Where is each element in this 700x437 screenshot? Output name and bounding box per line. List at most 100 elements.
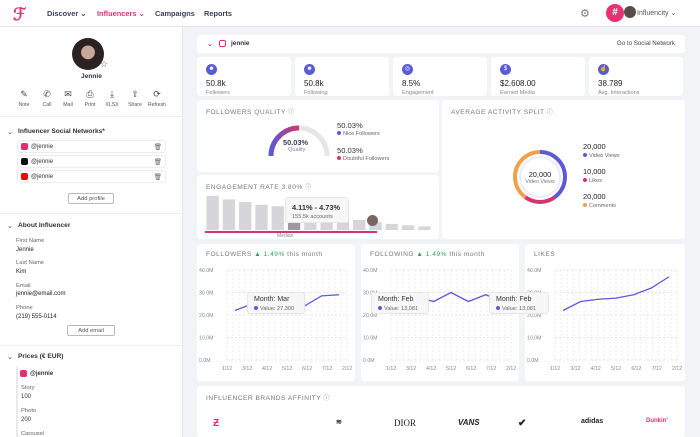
doubtful-followers-legend: Doubtful Followers xyxy=(337,156,389,162)
add-profile-button[interactable]: Add profile xyxy=(68,193,114,204)
account-menu[interactable]: Influencity ⌄ xyxy=(637,10,677,17)
trash-icon[interactable]: 🗑 xyxy=(153,174,162,181)
chevron-down-icon[interactable]: ⌄ xyxy=(7,223,13,230)
chevron-down-icon[interactable]: ⌄ xyxy=(207,41,213,48)
chevron-down-icon[interactable]: ⌄ xyxy=(7,354,13,361)
action-label: Share xyxy=(128,102,142,108)
brand-logo[interactable]: ✔ xyxy=(518,418,527,429)
histogram-bar xyxy=(239,201,252,230)
go-to-social-link[interactable]: Go to Social Network xyxy=(616,40,675,47)
first-name-value: Jennie xyxy=(16,247,34,253)
action-xlsx-button[interactable]: ⤓ XLSX xyxy=(101,89,123,108)
brand-logo[interactable]: DIOR xyxy=(394,418,416,428)
header-handle: jennie xyxy=(231,40,250,47)
x-tick-label: 3/12 xyxy=(570,366,580,372)
likes-chart-card: LIKES 40.0M30.0M20.0M10.0M0.0M1/123/124/… xyxy=(525,244,685,381)
nav-influencers[interactable]: Influencers ⌄ xyxy=(97,9,145,18)
activity-item-value: 10,000 xyxy=(583,167,606,176)
y-tick-label: 30.0M xyxy=(363,291,377,297)
social-network-row[interactable]: @jennie 🗑 xyxy=(17,140,166,153)
network-handle: @jennie xyxy=(31,159,54,165)
action-share-button[interactable]: ⇧ Share xyxy=(124,89,146,108)
likes-chart-title: LIKES xyxy=(534,251,556,258)
story-price: 100 xyxy=(21,394,32,400)
network-handle: @jennie xyxy=(31,144,54,150)
activity-split-card: AVERAGE ACTIVITY SPLIT ⓘ 20,000 Video Vi… xyxy=(442,100,685,239)
chevron-down-icon[interactable]: ⌄ xyxy=(7,129,13,136)
first-name-label: First Name xyxy=(16,238,45,244)
social-network-row[interactable]: @jennie 🗑 xyxy=(17,155,166,168)
stat-card: ☻ 50.8k Following xyxy=(295,57,389,96)
x-tick-label: 7/12 xyxy=(652,366,662,372)
brand-logo[interactable]: Dunkin' xyxy=(646,418,668,424)
histogram-bar xyxy=(385,223,398,230)
series-line xyxy=(562,276,670,312)
carousel-label: Carousel xyxy=(21,431,45,437)
about-title: About Influencer xyxy=(18,222,71,229)
profile-avatar xyxy=(72,38,104,70)
stat-value: 50.8k xyxy=(206,79,226,88)
stat-card: ☻ 50.8k Followers xyxy=(197,57,291,96)
action-label: Mail xyxy=(63,102,73,108)
action-label: Call xyxy=(42,102,52,108)
histogram-bar xyxy=(369,222,382,230)
share-icon: ⇧ xyxy=(131,89,139,99)
y-tick-label: 10.0M xyxy=(199,336,213,342)
network-icon xyxy=(21,173,28,180)
favorite-star-icon[interactable]: ☆ xyxy=(100,59,109,69)
action-print-button[interactable]: ⎙ Print xyxy=(79,89,101,108)
followers-tooltip: Month: Mar Value: 27.300 xyxy=(247,292,305,314)
instagram-icon xyxy=(20,370,27,377)
x-tick-label: 6/12 xyxy=(631,366,641,372)
histogram-bar xyxy=(222,199,236,230)
brand-logo[interactable]: VANS xyxy=(458,418,480,427)
x-tick-label: 4/12 xyxy=(262,366,272,372)
activity-center-value: 20,000 xyxy=(528,170,552,179)
stat-label: Earned Media xyxy=(500,90,535,96)
nav-campaigns[interactable]: Campaigns xyxy=(155,9,195,18)
avatar[interactable] xyxy=(624,6,636,18)
last-name-value: Kim xyxy=(16,269,27,275)
price-list: @jennie Story 100 Photo 200 Carousel xyxy=(16,367,166,437)
brand-logo[interactable]: ≋ xyxy=(336,419,342,426)
following-tooltip-2: Month: Feb Value: 13,081 xyxy=(489,292,549,314)
action-refresh-button[interactable]: ⟳ Refresh xyxy=(146,89,168,108)
y-tick-label: 30.0M xyxy=(199,291,213,297)
following-chart-title: FOLLOWING ▲ 1.49% this month xyxy=(370,251,485,258)
legend-dot xyxy=(583,178,587,182)
note-icon: ✎ xyxy=(20,89,28,99)
stat-icon: ☝ xyxy=(598,64,609,75)
profile-header: ⌄ jennie Go to Social Network xyxy=(197,35,685,53)
y-tick-label: 0.0M xyxy=(527,358,539,364)
action-note-button[interactable]: ✎ Note xyxy=(13,89,35,108)
email-label: Email xyxy=(16,283,31,289)
gear-icon[interactable]: ⚙ xyxy=(580,8,590,20)
app-logo[interactable]: ℱ xyxy=(13,5,27,24)
brand-logo[interactable]: adidas xyxy=(581,418,604,425)
legend-dot xyxy=(583,153,587,157)
followers-quality-card: FOLLOWERS QUALITY ⓘ 50.03% Quality 50.03… xyxy=(197,100,439,172)
brand-logo[interactable]: Ƶ xyxy=(213,418,220,429)
histogram-bar xyxy=(206,195,219,230)
add-email-button[interactable]: Add email xyxy=(67,325,115,336)
social-network-row[interactable]: @jennie 🗑 xyxy=(17,170,166,183)
action-mail-button[interactable]: ✉ Mail xyxy=(57,89,79,108)
activity-item: 10,000 Likes xyxy=(583,167,606,184)
nav-discover[interactable]: Discover ⌄ xyxy=(47,9,87,18)
networks-title: Influencer Social Networks* xyxy=(18,128,105,135)
y-tick-label: 0.0M xyxy=(363,358,375,364)
y-tick-label: 40.0M xyxy=(199,268,213,274)
x-tick-label: 7/12 xyxy=(486,366,496,372)
mail-icon: ✉ xyxy=(64,89,72,99)
nice-followers-value: 50.03% xyxy=(337,121,363,130)
nav-reports[interactable]: Reports xyxy=(204,9,232,18)
x-tick-label: 4/12 xyxy=(426,366,436,372)
action-call-button[interactable]: ✆ Call xyxy=(36,89,58,108)
trash-icon[interactable]: 🗑 xyxy=(153,159,162,166)
trash-icon[interactable]: 🗑 xyxy=(153,144,162,151)
following-tip1-value: Value: 13,081 xyxy=(378,306,418,312)
phone-value: (219) 555-0114 xyxy=(16,314,57,320)
brand-button[interactable]: # xyxy=(606,4,624,22)
y-tick-label: 0.0M xyxy=(199,358,211,364)
y-tick-label: 20.0M xyxy=(199,313,213,319)
